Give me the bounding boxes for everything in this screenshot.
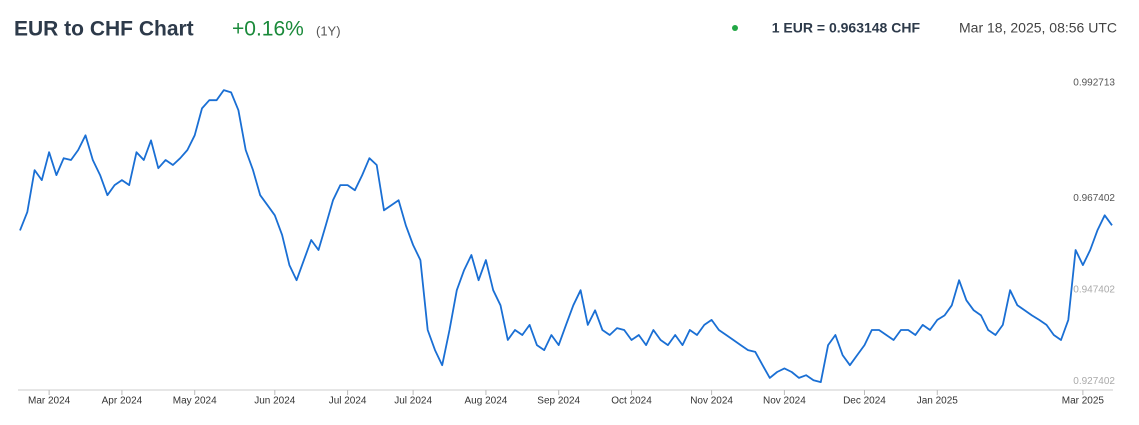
y-tick-label: 0.947402 <box>1073 284 1115 295</box>
x-tick-label: Oct 2024 <box>611 396 652 407</box>
x-tick-label: Mar 2025 <box>1062 396 1105 407</box>
chart-title: EUR to CHF Chart <box>14 18 194 41</box>
x-tick-label: Aug 2024 <box>465 396 508 407</box>
period: (1Y) <box>316 23 341 38</box>
live-dot <box>732 25 738 31</box>
y-tick-label: 0.927402 <box>1073 376 1115 387</box>
x-tick-label: Jan 2025 <box>917 396 959 407</box>
x-tick-label: Nov 2024 <box>763 396 806 407</box>
timestamp: Mar 18, 2025, 08:56 UTC <box>959 20 1117 36</box>
x-tick-label: Jul 2024 <box>329 396 367 407</box>
y-tick-label: 0.967402 <box>1073 193 1115 204</box>
x-tick-label: May 2024 <box>173 396 217 407</box>
change: +0.16% <box>232 18 304 41</box>
x-tick-label: Apr 2024 <box>102 396 143 407</box>
rate: 1 EUR = 0.963148 CHF <box>772 20 921 36</box>
x-tick-label: Sep 2024 <box>537 396 580 407</box>
x-tick-label: Mar 2024 <box>28 396 71 407</box>
x-tick-label: Jul 2024 <box>394 396 432 407</box>
x-tick-label: Jun 2024 <box>254 396 296 407</box>
y-tick-label: 0.992713 <box>1073 77 1115 88</box>
x-tick-label: Nov 2024 <box>690 396 733 407</box>
price-line <box>19 89 1113 383</box>
x-tick-label: Dec 2024 <box>843 396 886 407</box>
